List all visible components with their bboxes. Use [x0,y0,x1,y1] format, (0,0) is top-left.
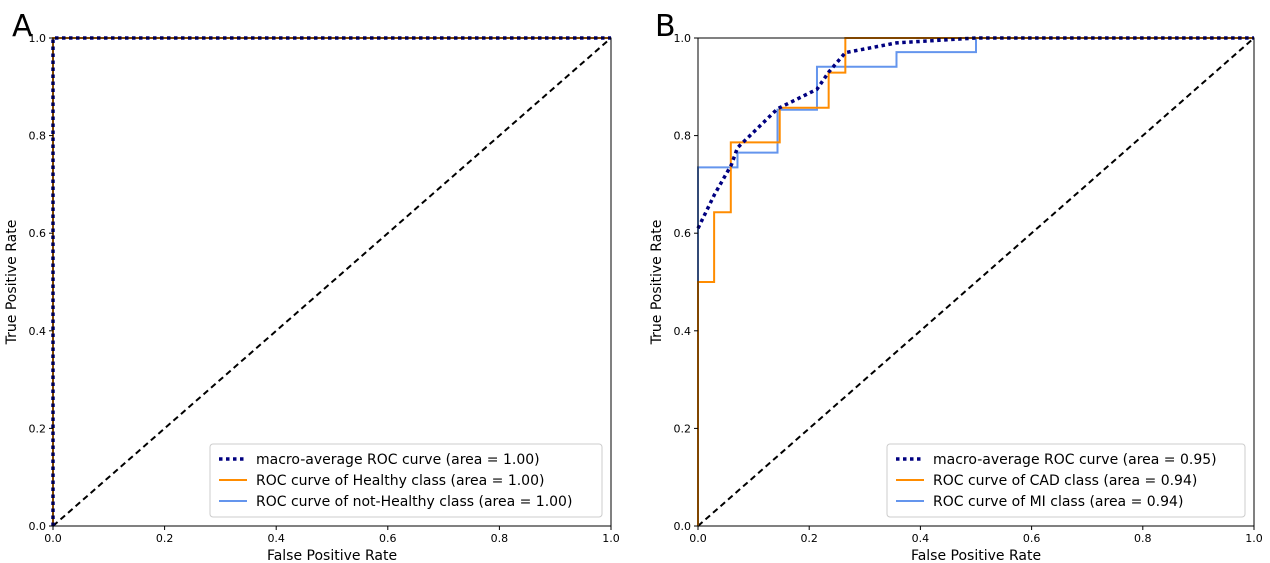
y-tick-label: 0.6 [29,227,47,240]
y-tick-label: 0.0 [29,520,47,533]
panel-label: B [655,9,676,44]
y-tick-label: 0.8 [29,130,47,143]
x-tick-label: 0.6 [1023,532,1041,545]
series-line-3 [697,37,1254,526]
x-tick-label: 1.0 [602,532,620,545]
chart-panel-a: A 0.0 0.2 0.4 0.6 0.8 1.0 0.0 0.2 0.4 0.6 0.8 1.0 Fal… [4,9,620,563]
x-tick-label: 1.0 [1245,532,1263,545]
y-axis-label: True Positive Rate [4,220,20,346]
x-tick-label: 0.6 [379,532,397,545]
legend-entry: ROC curve of not-Healthy class (area = 1… [256,494,572,510]
x-tick-label: 0.2 [156,532,174,545]
diagonal-chance-line [697,37,1255,527]
x-tick-label: 0.8 [1134,532,1152,545]
y-tick-label: 1.0 [29,32,47,45]
x-axis-label: False Positive Rate [911,548,1041,563]
legend-box [886,443,1246,518]
x-tick-label: 0.4 [267,532,285,545]
y-tick-label: 0.0 [674,520,692,533]
panel-label: A [12,9,33,44]
x-tick-label: 0.0 [44,532,62,545]
diagonal-chance-line [52,37,612,527]
legend-box [209,443,603,518]
plot-frame [52,37,612,527]
series-line-2 [697,37,1254,526]
x-axis-label: False Positive Rate [267,548,397,563]
legend-entry: ROC curve of Healthy class (area = 1.00) [256,473,544,489]
x-tick-label: 0.0 [689,532,707,545]
x-tick-label: 0.2 [800,532,818,545]
legend-entry: macro-average ROC curve (area = 1.00) [256,452,540,468]
legend: macro-average ROC curve (area = 0.95) ROC… [886,443,1246,518]
y-tick-label: 0.2 [29,422,47,435]
plot-frame [697,37,1255,527]
legend-entry: macro-average ROC curve (area = 0.95) [933,452,1217,468]
y-tick-label: 0.4 [674,325,692,338]
y-tick-label: 0.2 [674,422,692,435]
legend: macro-average ROC curve (area = 1.00) ROC… [209,443,603,518]
y-axis-label: True Positive Rate [649,220,665,346]
series-line-1 [696,36,1254,230]
y-tick-label: 1.0 [674,32,692,45]
legend-entry: ROC curve of CAD class (area = 0.94) [933,473,1197,489]
y-tick-label: 0.4 [29,325,47,338]
chart-panel-b: B 0.0 0.2 0.4 0.6 0.8 1.0 0.0 0.2 0.4 0.6 0.8 1.0 Fal… [649,9,1263,563]
x-tick-label: 0.4 [912,532,930,545]
legend-entry: ROC curve of MI class (area = 0.94) [933,494,1183,510]
x-tick-label: 0.8 [491,532,509,545]
y-tick-label: 0.6 [674,227,692,240]
y-tick-label: 0.8 [674,130,692,143]
